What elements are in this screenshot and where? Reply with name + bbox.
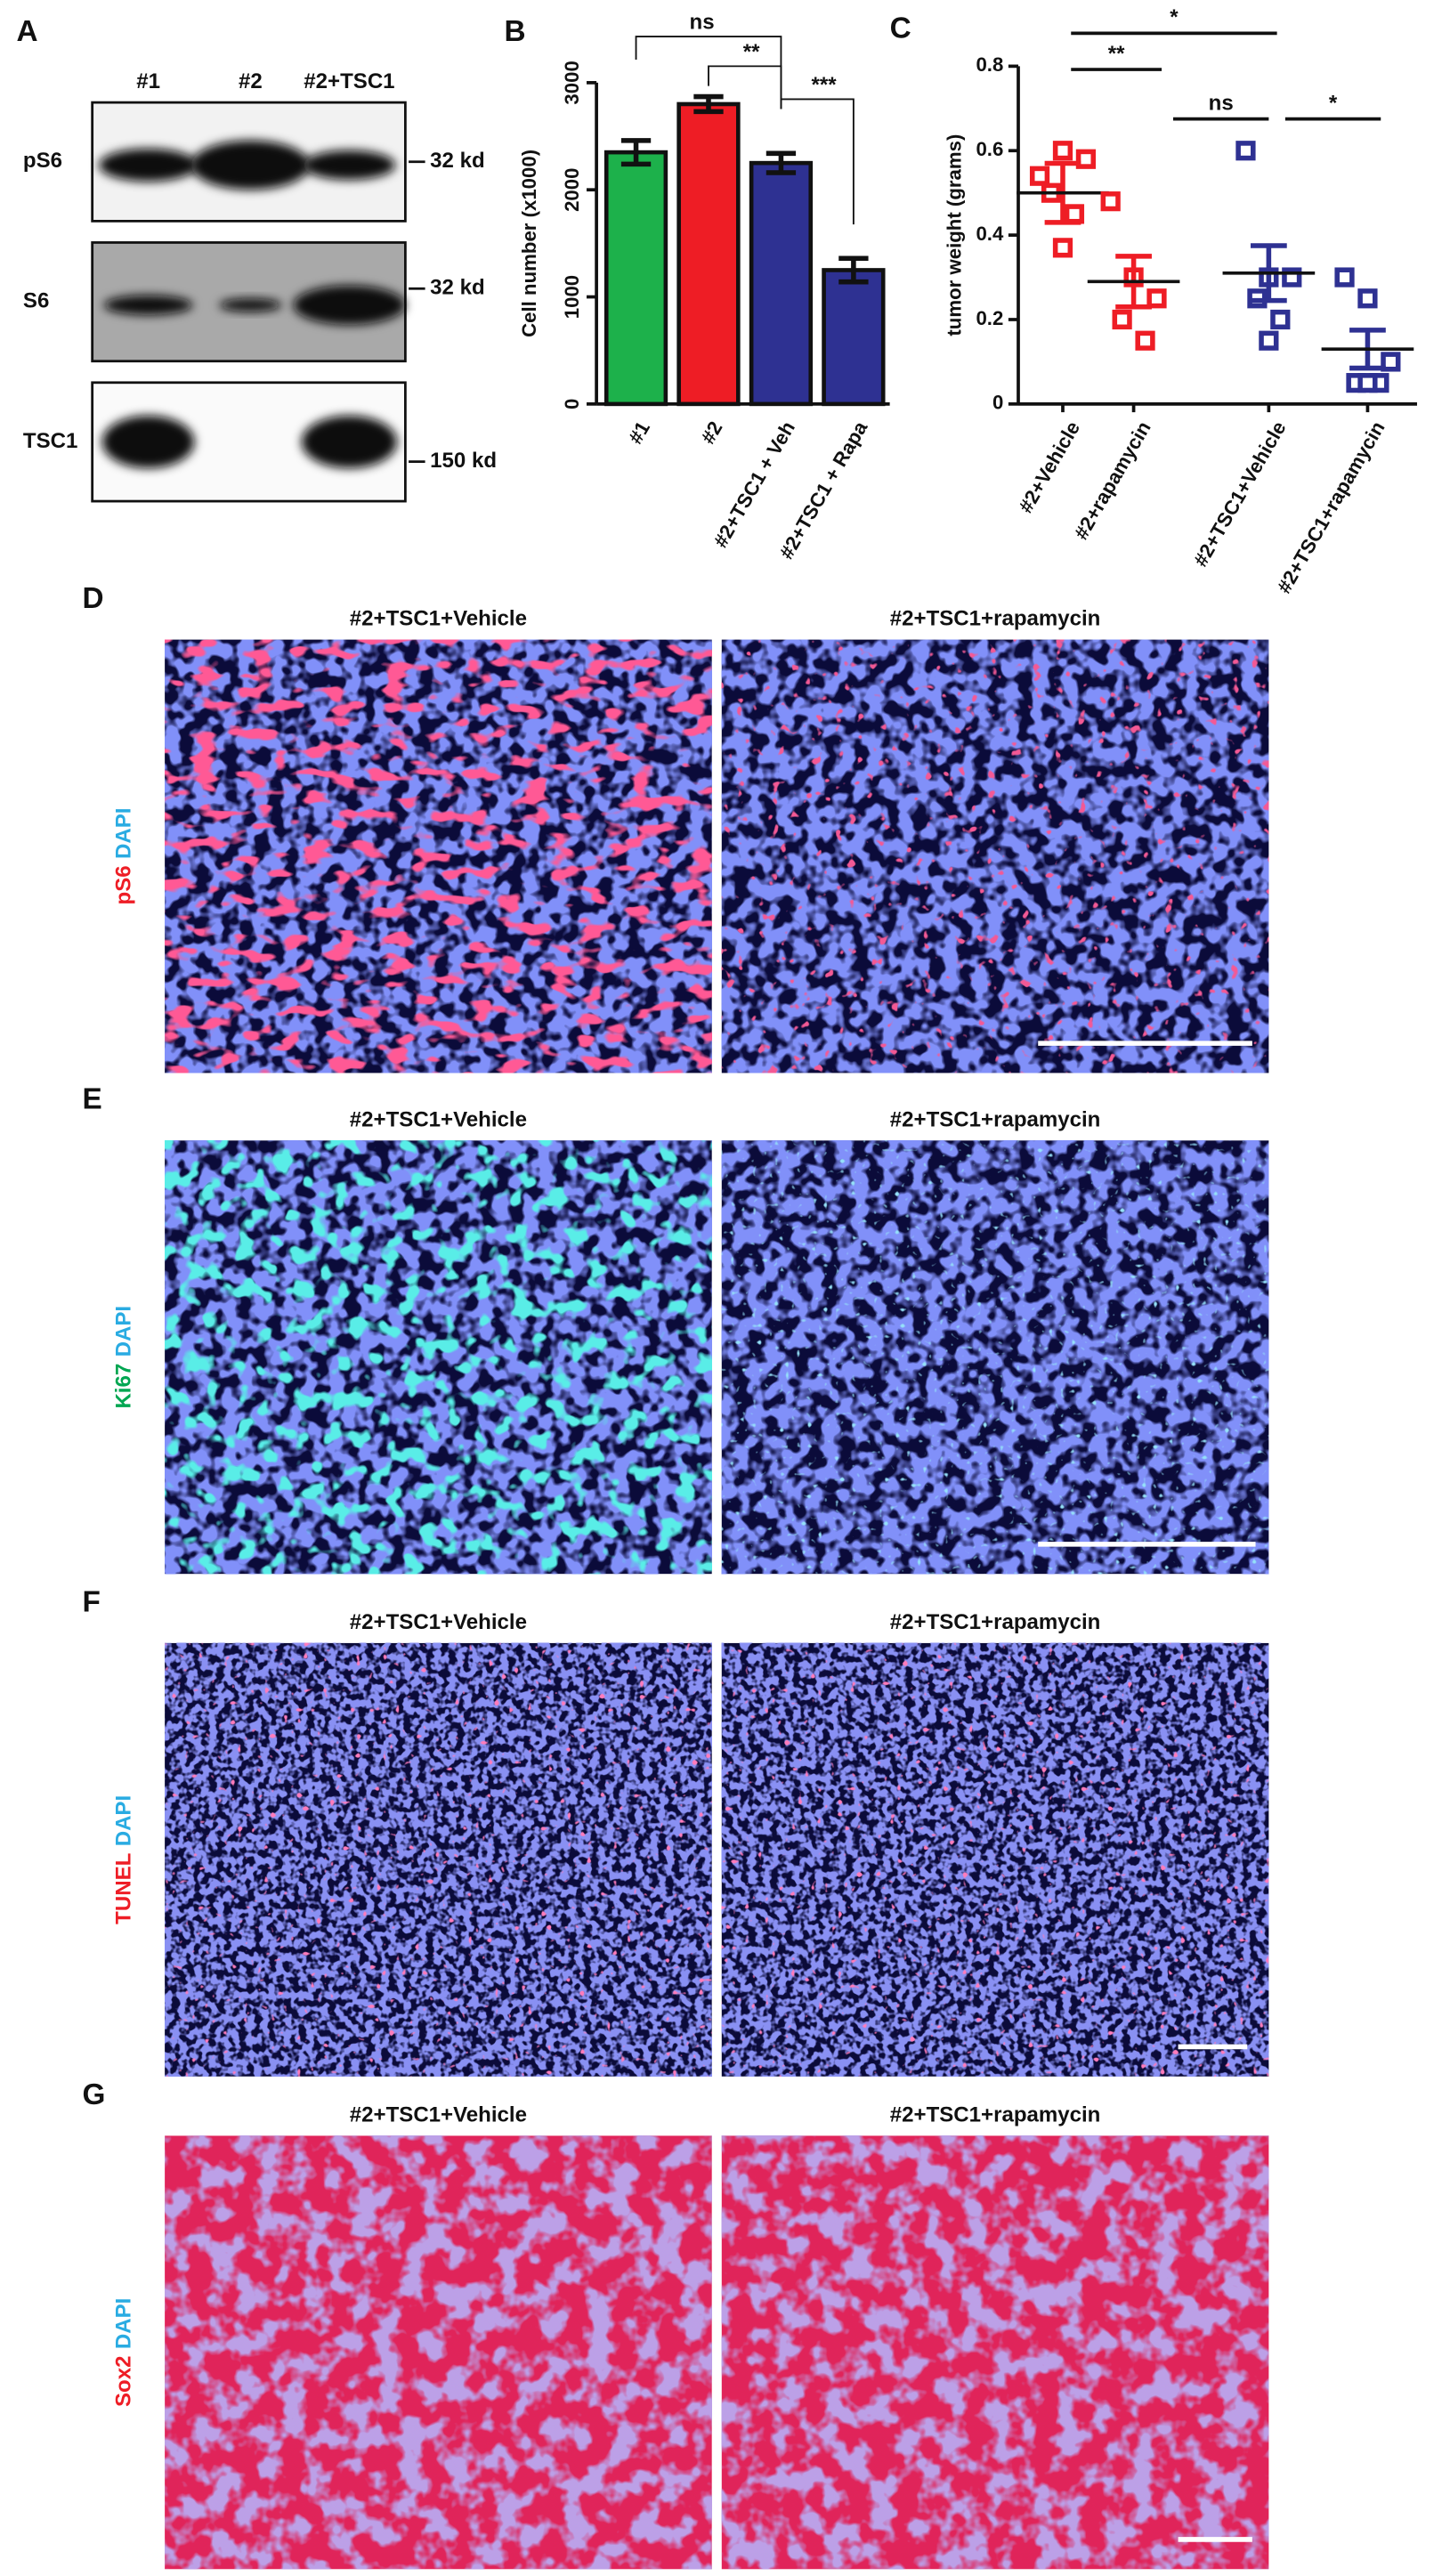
data-point (1064, 204, 1085, 224)
significance-label: ** (743, 40, 760, 64)
panel-label: B (504, 15, 525, 48)
panel-label: F (83, 1585, 101, 1618)
y-tick-label: 2000 (561, 168, 583, 212)
bar (603, 150, 668, 407)
blot-band (303, 150, 396, 181)
row-label: TSC1 (23, 429, 77, 453)
image-title: #2+TSC1+rapamycin (890, 2103, 1101, 2127)
significance-label: ns (1209, 91, 1234, 115)
data-point (1334, 267, 1355, 288)
data-point (1100, 191, 1121, 212)
data-point (1357, 373, 1378, 393)
panel-label: G (83, 2078, 106, 2111)
blot-band (190, 140, 311, 190)
significance-label: ** (1108, 42, 1125, 66)
data-point (1381, 352, 1401, 372)
data-point (1235, 141, 1256, 161)
data-point (1052, 238, 1073, 258)
significance-label: ns (690, 11, 715, 35)
y-tick-label: 0.6 (976, 138, 1003, 160)
image-title: #2+TSC1+rapamycin (890, 1610, 1101, 1634)
blot-band (101, 415, 195, 469)
significance-label: * (1329, 91, 1338, 115)
data-point (1135, 330, 1155, 351)
y-tick-label: 0.4 (976, 223, 1004, 245)
data-point (1052, 141, 1073, 161)
significance-label: *** (812, 73, 838, 97)
stain-name: pS6 (112, 865, 136, 904)
row-label: S6 (23, 288, 49, 312)
data-point (1112, 309, 1132, 330)
data-point (1270, 309, 1291, 330)
image-title: #2+TSC1+Vehicle (350, 607, 527, 631)
error-bar (620, 138, 652, 167)
stain-label: Sox2 DAPI (112, 2298, 136, 2407)
data-point (1075, 149, 1097, 169)
image-title: #2+TSC1+Vehicle (350, 1610, 527, 1634)
significance-bracket (708, 65, 782, 109)
panel-label: D (83, 582, 104, 615)
row-label: pS6 (23, 149, 62, 173)
data-point (1357, 288, 1378, 309)
bar (822, 268, 886, 407)
lane-label: #2 (239, 69, 263, 93)
y-tick-label: 0.2 (976, 307, 1003, 329)
micrograph-layer (165, 639, 712, 1073)
lane-label: #1 (136, 69, 160, 93)
panel-label: E (83, 1083, 102, 1116)
y-axis-label: tumor weight (grams) (944, 134, 966, 336)
y-tick-label: 0 (992, 392, 1003, 414)
error-bar (838, 255, 869, 285)
panel-label: C (890, 12, 911, 45)
blot-band (293, 285, 406, 326)
blot-band (99, 148, 198, 182)
micrograph-layer (165, 1642, 712, 2077)
stain-name: DAPI (112, 1306, 136, 1357)
image-title: #2+TSC1+rapamycin (890, 607, 1101, 631)
stain-label: Ki67 DAPI (112, 1306, 136, 1409)
size-label: 32 kd (430, 149, 485, 173)
micrograph-layer (165, 2135, 712, 2570)
micrograph-layer (721, 1642, 1269, 2077)
stain-name: DAPI (112, 808, 136, 859)
stain-label: pS6 DAPI (112, 808, 136, 905)
bar (676, 101, 741, 407)
stain-name: DAPI (112, 2298, 136, 2349)
y-axis-label: Cell number (x1000) (518, 150, 540, 337)
image-title: #2+TSC1+Vehicle (350, 1107, 527, 1131)
significance-label: * (1170, 5, 1179, 29)
error-bar (766, 150, 797, 175)
error-bar (693, 93, 724, 115)
y-tick-label: 1000 (561, 275, 583, 319)
micrograph-layer (721, 1140, 1269, 1575)
micrograph-layer (721, 639, 1269, 1073)
bar (749, 160, 814, 407)
size-label: 32 kd (430, 276, 485, 300)
data-point (1259, 330, 1279, 351)
data-point (1146, 288, 1167, 309)
y-tick-label: 3000 (561, 61, 583, 104)
stain-label: TUNEL DAPI (112, 1795, 136, 1924)
significance-bracket (780, 98, 855, 225)
image-title: #2+TSC1+Vehicle (350, 2103, 527, 2127)
blot-band (301, 415, 398, 469)
stain-name: Sox2 (112, 2356, 136, 2407)
blot-band (219, 298, 282, 312)
stain-name: Ki67 (112, 1364, 136, 1409)
y-tick-label: 0.8 (976, 53, 1003, 76)
image-title: #2+TSC1+rapamycin (890, 1107, 1101, 1131)
size-label: 150 kd (430, 449, 497, 473)
stain-name: TUNEL (112, 1853, 136, 1924)
data-point (1029, 166, 1050, 186)
micrograph-layer (721, 2135, 1269, 2570)
stain-name: DAPI (112, 1795, 136, 1846)
micrograph-layer (165, 1140, 712, 1575)
panel-label: A (17, 15, 38, 48)
lane-label: #2+TSC1 (304, 69, 394, 93)
blot-band (103, 295, 193, 315)
y-tick-label: 0 (561, 399, 583, 409)
